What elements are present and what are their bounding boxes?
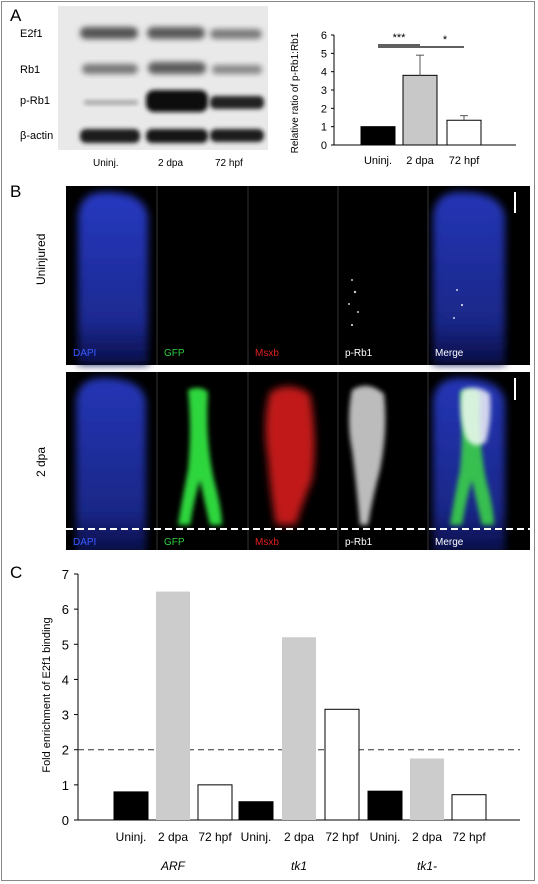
chartC-category-label: Uninj. <box>116 830 147 844</box>
blot-image <box>58 6 268 150</box>
blot-label-actin: β-actin <box>20 130 54 142</box>
chartC-group-label: tk1 <box>291 859 307 873</box>
chartC-category-label: 2 dpa <box>158 830 188 844</box>
label-msxb-2: Msxb <box>255 537 279 548</box>
label-dapi-2: DAPI <box>73 537 97 548</box>
blot-label-rb1: Rb1 <box>20 64 41 76</box>
chartC-ytick-label: 2 <box>62 743 69 758</box>
label-merge-1: Merge <box>435 348 464 359</box>
chartC-bar <box>197 784 233 821</box>
chartA-sig-label: *** <box>393 32 407 44</box>
blot-label-prb1: p-Rb1 <box>20 95 50 107</box>
row-label-2dpa: 2 dpa <box>34 446 48 477</box>
chartC-bar <box>238 801 274 821</box>
chartA-category-label: Uninj. <box>364 155 392 167</box>
chartC-bar <box>410 758 444 820</box>
chartC-ytick-label: 1 <box>62 778 69 793</box>
chartA-bar <box>360 126 396 146</box>
chartA-ytick-label: 4 <box>321 67 327 79</box>
label-prb1-2: p-Rb1 <box>345 537 373 548</box>
chartA-ytick-label: 2 <box>321 103 327 115</box>
label-gfp-1: GFP <box>164 348 185 359</box>
chartA-bar <box>402 74 438 146</box>
chartA-ytick-label: 1 <box>321 122 327 134</box>
blot-label-e2f1: E2f1 <box>20 28 43 40</box>
chartC-ytick-label: 3 <box>62 708 69 723</box>
label-dapi-1: DAPI <box>73 348 97 359</box>
chartA-category-label: 72 hpf <box>449 155 481 167</box>
chartA-ytick-label: 5 <box>321 48 327 60</box>
chartC-ytick-label: 7 <box>62 567 69 582</box>
chartC-bar <box>451 794 487 821</box>
row-label-uninjured: Uninjured <box>34 233 48 285</box>
label-gfp-2: GFP <box>164 537 185 548</box>
ratio-chart-ylabel: Relative ratio of p-Rb1:Rb1 <box>290 32 301 153</box>
label-prb1-1: p-Rb1 <box>345 348 373 359</box>
chartC-group-label: tk1- <box>417 859 437 873</box>
enrichment-chart-ylabel: Fold enrichment of E2f1 binding <box>41 617 53 772</box>
chartC-bar <box>282 637 316 820</box>
panel-letter-c: C <box>10 563 23 582</box>
chartC-ytick-label: 5 <box>62 637 69 652</box>
chartC-ytick-label: 6 <box>62 602 69 617</box>
chartC-category-label: 72 hpf <box>452 830 486 844</box>
chartC-ytick-label: 4 <box>62 672 69 687</box>
chartC-category-label: Uninj. <box>241 830 272 844</box>
chartC-category-label: Uninj. <box>370 830 401 844</box>
chartC-bar <box>324 708 360 821</box>
chartA-category-label: 2 dpa <box>406 155 434 167</box>
blot-lane-72hpf: 72 hpf <box>215 158 243 169</box>
chartA-ytick-label: 3 <box>321 85 327 97</box>
panel-letter-b: B <box>10 182 22 201</box>
chartC-category-label: 72 hpf <box>198 830 232 844</box>
chartA-ytick-label: 0 <box>321 140 327 152</box>
chartC-bar <box>156 591 190 820</box>
chartC-ytick-label: 0 <box>62 813 69 828</box>
label-merge-2: Merge <box>435 537 464 548</box>
chartC-bar <box>367 790 403 821</box>
blot-lane-uninj: Uninj. <box>93 158 119 169</box>
chartC-category-label: 72 hpf <box>325 830 359 844</box>
chartA-ytick-label: 6 <box>321 30 327 42</box>
blot-lane-2dpa: 2 dpa <box>158 158 184 169</box>
chartC-bar <box>113 791 149 821</box>
label-msxb-1: Msxb <box>255 348 279 359</box>
chartA-sig-label: * <box>443 34 448 46</box>
chartC-category-label: 2 dpa <box>284 830 314 844</box>
chartC-group-label: ARF <box>160 859 186 873</box>
enrichment-chart: Fold enrichment of E2f1 binding 0 1 2 3 4 5 6 7… <box>41 567 520 873</box>
ratio-chart: Relative ratio of p-Rb1:Rb1 0 1 2 3 4 5 6 Uninj… <box>290 30 516 167</box>
chartC-category-label: 2 dpa <box>412 830 442 844</box>
microscopy-images <box>66 186 530 550</box>
panel-letter-a: A <box>10 6 22 25</box>
chartA-bar <box>446 119 482 146</box>
